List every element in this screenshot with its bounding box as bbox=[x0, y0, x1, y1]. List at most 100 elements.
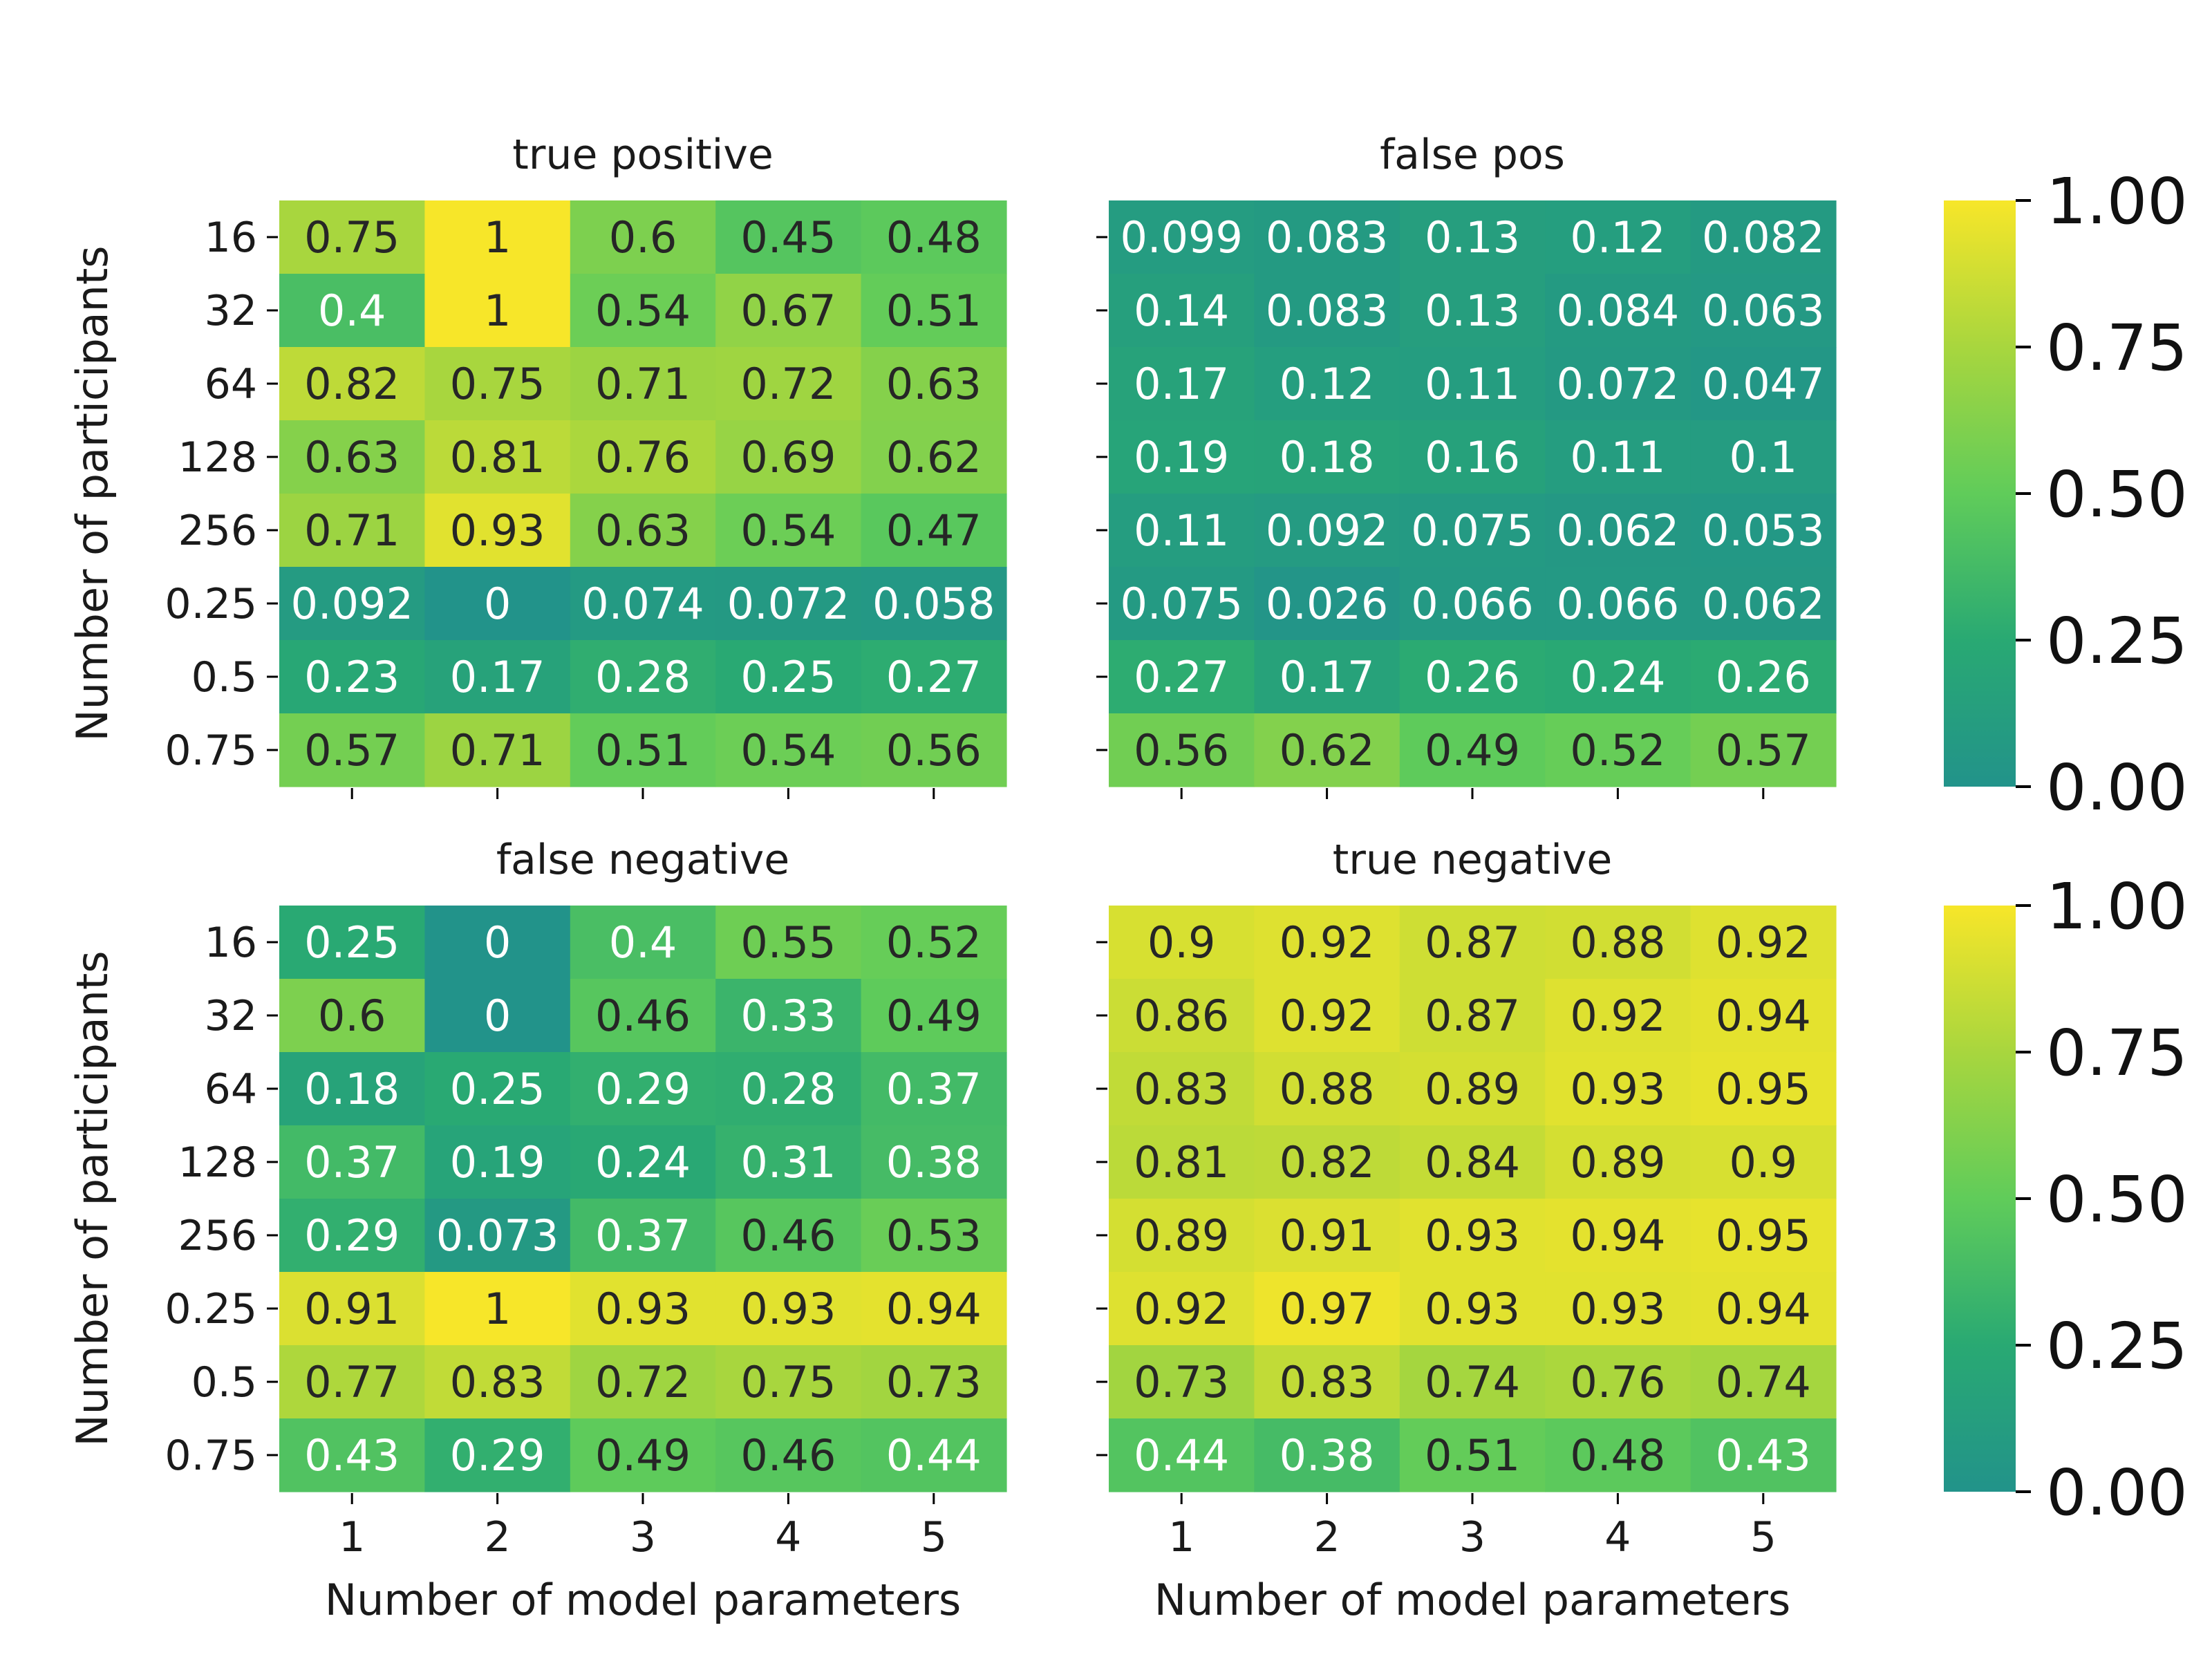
cell-value-label: 0.88 bbox=[1570, 917, 1665, 968]
y-tick-label: 256 bbox=[178, 1212, 257, 1260]
heatmap-cell bbox=[1109, 347, 1255, 421]
heatmap-cell bbox=[279, 1125, 425, 1199]
cell-value-label: 0.93 bbox=[1570, 1284, 1665, 1334]
heatmap-cell bbox=[715, 713, 862, 787]
heatmap-cell bbox=[1545, 713, 1691, 787]
heatmap-cell bbox=[715, 640, 862, 714]
y-tick-label: 128 bbox=[178, 433, 257, 482]
cell-value-label: 0.11 bbox=[1134, 505, 1229, 556]
cell-value-label: 0.9 bbox=[1729, 1137, 1797, 1188]
heatmap-cell bbox=[715, 906, 862, 980]
cell-value-label: 0.86 bbox=[1134, 991, 1229, 1041]
heatmap-cell bbox=[715, 1345, 862, 1419]
heatmap-cell bbox=[861, 1052, 1007, 1126]
cell-value-label: 0.4 bbox=[318, 285, 386, 336]
heatmap-cell bbox=[715, 420, 862, 494]
cell-value-label: 0.25 bbox=[450, 1064, 545, 1114]
cell-value-label: 0.93 bbox=[1425, 1210, 1520, 1261]
heatmap-cell bbox=[424, 1345, 571, 1419]
cell-value-label: 0.51 bbox=[1425, 1430, 1520, 1481]
heatmap-cell bbox=[1109, 979, 1255, 1053]
cell-value-label: 0.066 bbox=[1411, 579, 1534, 629]
x-tick-label: 2 bbox=[485, 1513, 511, 1562]
heatmap-cell bbox=[1254, 640, 1400, 714]
cell-value-label: 1 bbox=[484, 212, 511, 263]
cell-value-label: 0.72 bbox=[595, 1357, 691, 1407]
cell-value-label: 0.44 bbox=[886, 1430, 982, 1481]
cell-value-label: 0.25 bbox=[740, 652, 836, 702]
cell-value-label: 0.93 bbox=[450, 505, 545, 556]
heatmap-cell bbox=[1690, 1125, 1837, 1199]
cell-value-label: 0.57 bbox=[1716, 725, 1811, 776]
heatmap-cell bbox=[424, 979, 571, 1053]
heatmap-cell bbox=[1545, 347, 1691, 421]
cell-value-label: 0.74 bbox=[1716, 1357, 1811, 1407]
cell-value-label: 0.94 bbox=[1716, 991, 1811, 1041]
heatmap-cell bbox=[1690, 420, 1837, 494]
cell-value-label: 0.72 bbox=[740, 359, 836, 409]
heatmap-cell bbox=[1545, 979, 1691, 1053]
cell-value-label: 0.46 bbox=[740, 1430, 836, 1481]
cell-value-label: 0.89 bbox=[1570, 1137, 1665, 1188]
heatmap-cell bbox=[1690, 1052, 1837, 1126]
cell-value-label: 0.072 bbox=[727, 579, 850, 629]
heatmap-cell bbox=[1254, 494, 1400, 568]
heatmap-cell bbox=[861, 979, 1007, 1053]
heatmap-cell bbox=[861, 274, 1007, 348]
heatmap-cell bbox=[570, 1052, 716, 1126]
heatmap-cell bbox=[1109, 1052, 1255, 1126]
heatmap-cell bbox=[1254, 274, 1400, 348]
cell-value-label: 0.81 bbox=[450, 432, 545, 482]
heatmap-cell bbox=[1109, 274, 1255, 348]
heatmap-cell bbox=[1254, 1272, 1400, 1346]
cell-value-label: 0.29 bbox=[304, 1210, 400, 1261]
cell-value-label: 0.12 bbox=[1280, 359, 1375, 409]
heatmap-cell bbox=[715, 1125, 862, 1199]
heatmap-cell bbox=[1254, 713, 1400, 787]
cell-value-label: 0.83 bbox=[1134, 1064, 1229, 1114]
cell-value-label: 0.55 bbox=[740, 917, 836, 968]
cell-value-label: 0 bbox=[484, 991, 511, 1041]
cell-value-label: 0.083 bbox=[1266, 285, 1389, 336]
cell-value-label: 0.75 bbox=[304, 212, 400, 263]
cell-value-label: 0.047 bbox=[1702, 359, 1825, 409]
heatmap-cell bbox=[1109, 494, 1255, 568]
cell-value-label: 0.56 bbox=[1134, 725, 1229, 776]
cell-value-label: 0.92 bbox=[1134, 1284, 1229, 1334]
y-tick-label: 16 bbox=[205, 214, 257, 262]
cell-value-label: 0.19 bbox=[1134, 432, 1229, 482]
heatmap-cell bbox=[279, 494, 425, 568]
cell-value-label: 0.83 bbox=[1280, 1357, 1375, 1407]
cell-value-label: 0.77 bbox=[304, 1357, 400, 1407]
cell-value-label: 0.94 bbox=[1570, 1210, 1665, 1261]
x-tick-label: 4 bbox=[775, 1513, 801, 1562]
heatmap-cell bbox=[424, 494, 571, 568]
cell-value-label: 0 bbox=[484, 579, 511, 629]
panel-title: false negative bbox=[496, 836, 789, 884]
cell-value-label: 0.89 bbox=[1425, 1064, 1520, 1114]
heatmap-panel-true-positive: true positive 0.75 1 0.6 0.45 0.48 0.4 1 0.54 0.6… bbox=[67, 131, 1007, 799]
heatmap-cell bbox=[715, 200, 862, 274]
heatmap-cell bbox=[1690, 274, 1837, 348]
heatmap-cell bbox=[279, 274, 425, 348]
heatmap-cell bbox=[1545, 1272, 1691, 1346]
cell-value-label: 0.73 bbox=[1134, 1357, 1229, 1407]
cell-value-label: 0.73 bbox=[886, 1357, 982, 1407]
heatmap-cell bbox=[861, 420, 1007, 494]
cell-value-label: 0.93 bbox=[595, 1284, 691, 1334]
heatmap-cell bbox=[424, 1418, 571, 1492]
heatmap-cell bbox=[424, 567, 571, 641]
heatmap-cell bbox=[861, 1418, 1007, 1492]
cell-value-label: 0.14 bbox=[1134, 285, 1229, 336]
heatmap-cell bbox=[279, 906, 425, 980]
heatmap-cell bbox=[1399, 1418, 1546, 1492]
heatmap-cell bbox=[1399, 1345, 1546, 1419]
heatmap-cell bbox=[279, 1052, 425, 1126]
heatmap-cell bbox=[1545, 200, 1691, 274]
cell-value-label: 0.18 bbox=[304, 1064, 400, 1114]
heatmap-cell bbox=[570, 494, 716, 568]
cell-value-label: 0.81 bbox=[1134, 1137, 1229, 1188]
cell-value-label: 0.92 bbox=[1570, 991, 1665, 1041]
heatmap-cell bbox=[570, 1199, 716, 1273]
cell-value-label: 0.29 bbox=[450, 1430, 545, 1481]
